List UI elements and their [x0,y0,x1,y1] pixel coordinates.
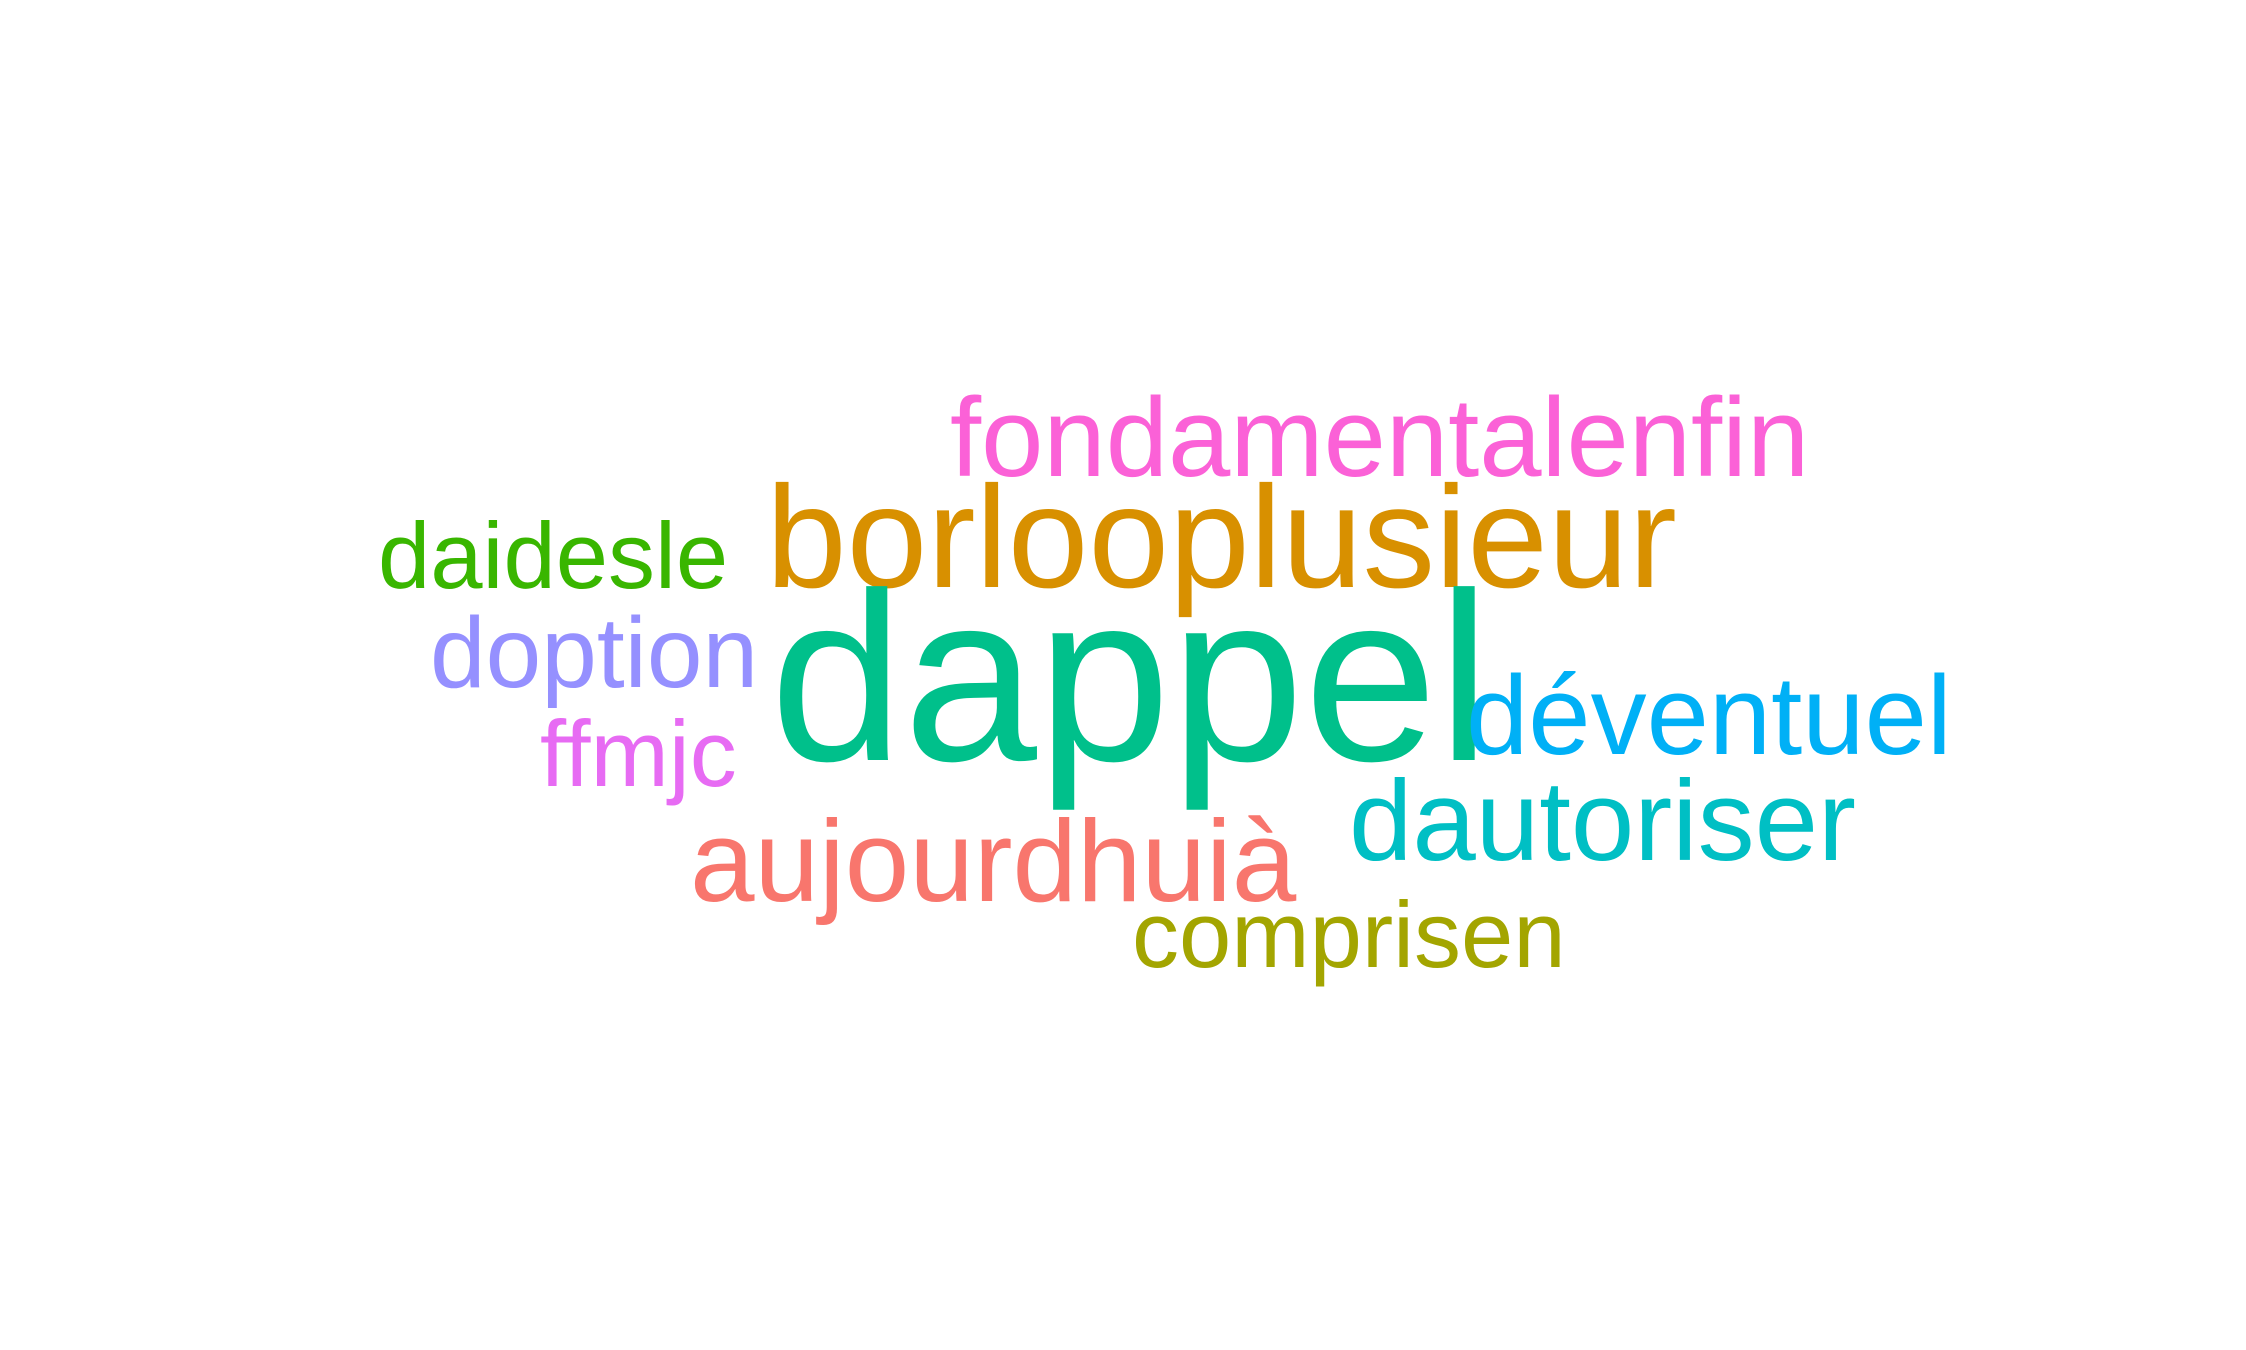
word-ffmjc: ffmjc [540,701,737,806]
word-fondamentalenfin: fondamentalenfin [950,375,1810,500]
word-doption: doption [430,597,759,709]
word-borlooplusieur: borlooplusieur [766,456,1677,618]
word-comprisen: comprisen [1132,882,1566,987]
word-deventuel: déventuel [1466,653,1952,778]
word-dappel: dappel [770,543,1491,811]
word-daidesle: daidesle [378,503,729,608]
word-dautoriser: dautoriser [1349,758,1856,885]
word-aujourdhuia: aujourdhuià [690,796,1297,926]
